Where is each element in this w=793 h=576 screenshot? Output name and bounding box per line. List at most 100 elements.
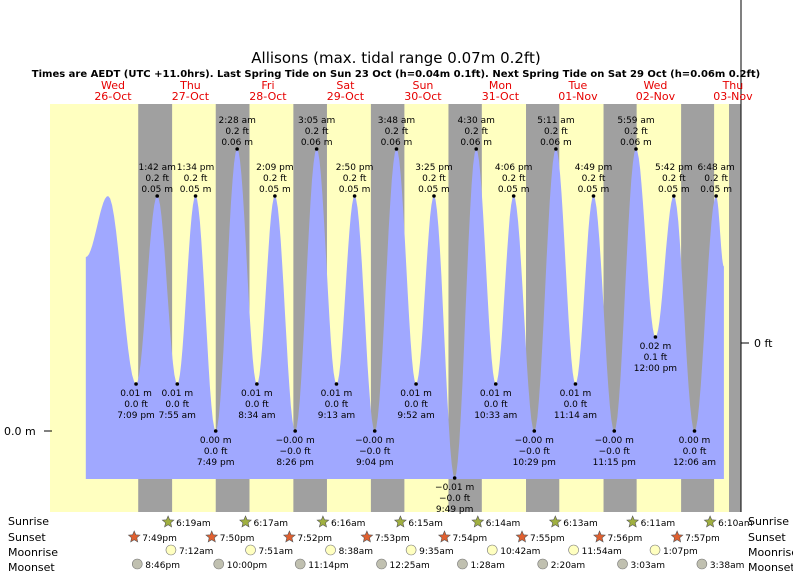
day-name: Thu [722,79,744,92]
high-tide-ft: 0.2 ft [184,174,208,184]
high-tide-time: 2:50 pm [336,163,374,173]
moonset-icon [696,558,708,570]
low-tide-ft: −0.0 ft [519,447,551,457]
moonset-icon [294,558,306,570]
high-tide-m: 0.05 m [578,185,610,195]
tide-extreme-point [612,429,617,433]
moonset-time: 3:03am [631,561,666,571]
moonset-time: 3:38am [710,561,745,571]
tide-extreme-point [314,147,319,151]
tide-extreme-point [235,147,239,151]
low-tide-m: 0.01 m [560,389,592,399]
high-tide-m: 0.05 m [141,185,173,195]
low-tide-m: 0.01 m [480,389,512,399]
moonrise-icon [325,544,336,556]
day-name: Thu [179,79,201,92]
low-tide-time: 9:52 am [397,411,434,421]
low-tide-time: 7:55 am [159,411,196,421]
moonrise-time: 1:07pm [663,547,698,557]
sunrise-time: 6:14am [486,519,521,529]
tide-extreme-point [372,429,377,433]
sunrise-row-label-right: Sunrise [748,515,789,528]
day-date: 01-Nov [558,90,598,103]
high-tide-ft: 0.2 ft [343,174,367,184]
sunrise-icon [471,515,485,528]
tide-extreme-point [493,382,498,386]
sunset-row-label-right: Sunset [748,531,786,544]
sunrise-time: 6:16am [331,519,366,529]
high-tide-time: 3:25 pm [415,163,453,173]
moonset-time: 1:28am [470,561,505,571]
sun-moon-event-rows: Sunrise Sunset Moonrise Moonset Sunrise … [8,515,793,574]
high-tide-time: 4:49 pm [575,163,613,173]
tide-extreme-point [213,429,218,433]
low-tide-time: 12:00 pm [634,364,677,374]
low-tide-m: −0.01 m [435,483,474,493]
high-tide-time: 3:05 am [298,116,335,126]
sunrise-icon [393,515,407,528]
low-tide-m: 0.01 m [120,389,152,399]
tide-extreme-point [352,194,357,198]
low-tide-time: 11:14 am [554,411,597,421]
sunrise-time: 6:15am [408,519,443,529]
low-tide-ft: 0.1 ft [644,353,668,363]
right-axis-label: 0 ft [754,337,773,350]
high-tide-ft: 0.2 ft [385,127,409,137]
moonrise-time: 11:54am [582,547,622,557]
low-tide-time: 10:29 pm [513,458,556,468]
high-tide-time: 3:48 am [378,116,415,126]
high-tide-m: 0.06 m [301,138,333,148]
moonrise-icon [568,544,579,556]
sunset-icon [670,530,684,543]
low-tide-m: 0.01 m [400,389,432,399]
moonset-icon [213,558,225,570]
low-tide-ft: 0.0 ft [245,400,269,410]
low-tide-m: 0.01 m [241,389,273,399]
day-name: Wed [643,79,667,92]
low-tide-ft: 0.0 ft [204,447,228,457]
low-tide-ft: −0.0 ft [359,447,391,457]
sunset-icon [282,530,296,543]
high-tide-ft: 0.2 ft [582,174,606,184]
day-date: 29-Oct [327,90,365,103]
moonset-icon [617,558,628,570]
night-band-edge [729,104,741,512]
moonrise-icon [486,544,498,556]
high-tide-time: 1:42 am [139,163,176,173]
low-tide-m: −0.00 m [276,436,315,446]
low-tide-ft: −0.0 ft [439,494,471,504]
high-tide-m: 0.05 m [658,185,690,195]
tide-extreme-point [653,335,658,339]
moonrise-row-label-right: Moonrise [748,546,793,559]
tide-extreme-point [155,194,160,198]
tide-extreme-point [432,194,436,198]
high-tide-m: 0.05 m [700,185,732,195]
tide-extreme-point [452,476,457,480]
low-tide-m: 0.01 m [321,389,353,399]
sunrise-row-label-left: Sunrise [8,515,49,528]
sunrise-icon [239,515,252,528]
moonset-time: 10:00pm [227,561,267,571]
tide-extreme-point [532,429,537,433]
high-tide-time: 2:09 pm [256,163,294,173]
high-tide-time: 5:11 am [537,116,574,126]
day-name: Mon [489,79,512,92]
sunset-icon [515,530,529,543]
day-date: 28-Oct [249,90,287,103]
high-tide-ft: 0.2 ft [704,174,728,184]
sunset-time: 7:50pm [220,534,255,544]
high-tide-time: 2:28 am [219,116,256,126]
moonset-icon [457,558,468,570]
day-name: Tue [568,79,588,92]
tide-extreme-point [591,194,596,198]
high-tide-m: 0.05 m [498,185,530,195]
low-tide-ft: 0.0 ft [404,400,428,410]
sunset-icon [593,530,606,543]
high-tide-ft: 0.2 ft [544,127,568,137]
day-name: Fri [261,79,274,92]
sunrise-icon [316,515,330,528]
moonset-icon [537,558,549,570]
tide-extreme-point [394,147,399,151]
low-tide-ft: 0.0 ft [564,400,588,410]
